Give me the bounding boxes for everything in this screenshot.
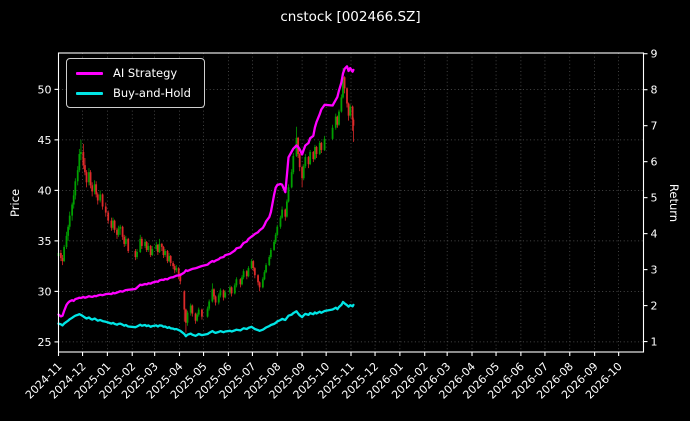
price-axis-label: Price [8, 188, 22, 218]
return-tick-label: 6 [651, 156, 658, 169]
return-tick-label: 5 [651, 192, 658, 205]
return-tick-label: 7 [651, 120, 658, 133]
return-axis-label: Return [667, 183, 681, 223]
grid-layer [58, 53, 644, 352]
axes-layer [54, 52, 648, 356]
price-tick-label: 40 [38, 184, 52, 197]
chart-title: cnstock [002466.SZ] [280, 9, 421, 25]
return-tick-label: 8 [651, 84, 658, 97]
buy-and-hold-line [57, 300, 355, 338]
buy-and-hold-line-swatch [76, 91, 103, 95]
return-tick-label: 1 [651, 336, 658, 349]
legend: AI Strategy Buy-and-Hold [66, 58, 205, 108]
legend-label: AI Strategy [113, 66, 178, 80]
legend-label: Buy-and-Hold [113, 86, 191, 100]
ai-strategy-line [57, 65, 355, 318]
price-tick-label: 45 [38, 134, 52, 147]
price-tick-label: 30 [38, 285, 52, 298]
return-tick-label: 9 [651, 48, 658, 61]
price-tick-label: 50 [38, 83, 52, 96]
legend-item-ai-strategy: AI Strategy [76, 65, 191, 81]
ai-strategy-line-swatch [76, 71, 103, 75]
return-tick-label: 4 [651, 228, 658, 241]
return-tick-label: 2 [651, 300, 658, 313]
return-tick-label: 3 [651, 264, 658, 277]
legend-item-buy-and-hold: Buy-and-Hold [76, 85, 191, 101]
price-tick-label: 25 [38, 336, 52, 349]
price-tick-label: 35 [38, 235, 52, 248]
